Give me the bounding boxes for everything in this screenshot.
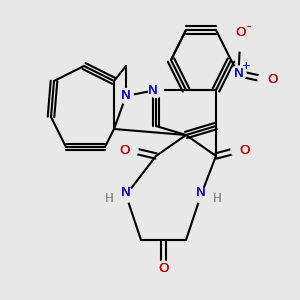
Text: O: O bbox=[268, 73, 278, 86]
Text: O: O bbox=[235, 26, 245, 40]
Text: -: - bbox=[247, 20, 251, 34]
Circle shape bbox=[118, 88, 134, 104]
Circle shape bbox=[123, 142, 138, 158]
Text: N: N bbox=[121, 89, 131, 103]
Circle shape bbox=[231, 66, 246, 81]
Text: N: N bbox=[121, 185, 131, 199]
Circle shape bbox=[258, 72, 273, 87]
Text: +: + bbox=[242, 61, 250, 71]
Text: N: N bbox=[234, 67, 243, 80]
Circle shape bbox=[118, 188, 134, 202]
Text: N: N bbox=[196, 185, 206, 199]
Text: H: H bbox=[105, 191, 114, 205]
Circle shape bbox=[148, 82, 164, 98]
Text: N: N bbox=[196, 185, 206, 199]
Text: H: H bbox=[213, 191, 222, 205]
Text: N: N bbox=[121, 89, 131, 103]
Text: N: N bbox=[148, 83, 158, 97]
Text: O: O bbox=[119, 143, 130, 157]
Text: H: H bbox=[213, 191, 222, 205]
Text: N: N bbox=[121, 185, 131, 199]
Circle shape bbox=[231, 142, 246, 158]
Text: O: O bbox=[119, 143, 130, 157]
Text: O: O bbox=[268, 73, 278, 86]
Text: O: O bbox=[239, 143, 250, 157]
Circle shape bbox=[156, 261, 171, 276]
Circle shape bbox=[232, 36, 247, 51]
Text: O: O bbox=[158, 262, 169, 275]
Text: O: O bbox=[239, 143, 250, 157]
Text: O: O bbox=[235, 26, 245, 40]
Circle shape bbox=[194, 188, 208, 202]
Text: -: - bbox=[247, 20, 251, 34]
Text: +: + bbox=[242, 61, 250, 71]
Text: N: N bbox=[148, 83, 158, 97]
Text: N: N bbox=[234, 67, 243, 80]
Text: O: O bbox=[158, 262, 169, 275]
Text: H: H bbox=[105, 191, 114, 205]
